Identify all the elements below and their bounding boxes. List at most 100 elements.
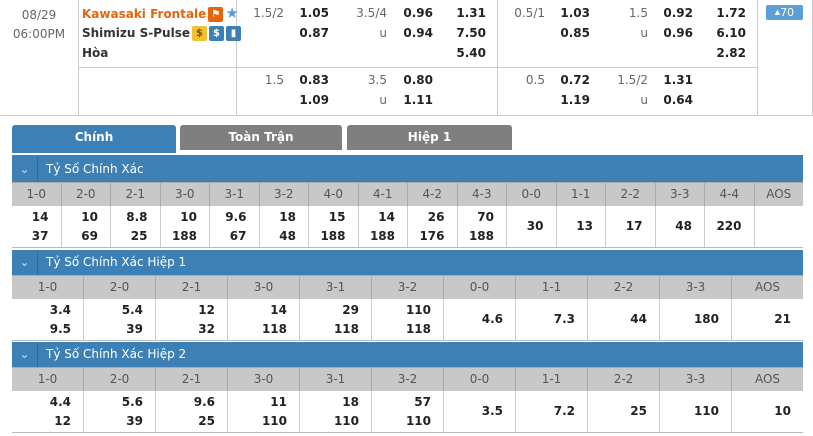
odds-value[interactable]: 18	[279, 209, 296, 224]
away-team-name[interactable]: Shimizu S-Pulse	[82, 26, 190, 40]
odds-value[interactable]: 110	[405, 413, 431, 428]
h1-hdp-home-odds[interactable]: 1.03	[560, 6, 590, 20]
tab-hiep-1[interactable]: Hiệp 1	[347, 125, 512, 150]
odds-value[interactable]: 39	[126, 413, 143, 428]
odds-cell[interactable]: 110	[660, 391, 732, 432]
odds-cell[interactable]: 25	[588, 391, 660, 432]
ft-ou-under-odds[interactable]: 0.94	[403, 26, 433, 40]
section-header[interactable]: ⌄ Tỷ Số Chính Xác Hiệp 2	[12, 342, 803, 367]
odds-value[interactable]: 12	[54, 413, 71, 428]
odds-value[interactable]: 7.2	[553, 404, 575, 418]
odds-cell[interactable]: 4.4 12	[12, 391, 84, 432]
odds-value[interactable]: 10	[180, 209, 197, 224]
odds-value[interactable]: 26	[427, 209, 445, 224]
odds-cell[interactable]: 57 110	[372, 391, 444, 432]
odds-cell[interactable]: 11 110	[228, 391, 300, 432]
live-icon[interactable]: ⚑	[208, 7, 224, 22]
odds-cell[interactable]: 26 176	[408, 206, 458, 247]
ft-alt-ou-under-odds[interactable]: 1.11	[403, 93, 433, 107]
odds-cell[interactable]: 14 118	[228, 299, 300, 340]
odds-cell[interactable]: 17	[606, 206, 656, 247]
odds-value[interactable]: 118	[261, 321, 287, 336]
odds-value[interactable]: 69	[81, 228, 98, 243]
odds-value[interactable]: 5.6	[121, 394, 143, 409]
odds-value[interactable]: 44	[630, 312, 647, 326]
tab-chinh[interactable]: Chính	[12, 125, 176, 153]
odds-cell[interactable]: 12 32	[156, 299, 228, 340]
odds-cell[interactable]: 5.6 39	[84, 391, 156, 432]
odds-value[interactable]: 25	[198, 413, 215, 428]
odds-value[interactable]: 220	[716, 219, 742, 233]
odds-value[interactable]: 3.5	[481, 404, 503, 418]
odds-cell[interactable]: 3.5	[444, 391, 516, 432]
odds-value[interactable]: 10	[774, 404, 791, 418]
ft-1x2-draw[interactable]: 5.40	[456, 46, 486, 60]
odds-cell[interactable]: 15 188	[309, 206, 359, 247]
odds-cell[interactable]: 48	[656, 206, 705, 247]
odds-cell[interactable]: 14 188	[359, 206, 408, 247]
h1-alt-hdp-away-odds[interactable]: 1.19	[560, 93, 590, 107]
odds-cell[interactable]: 180	[660, 299, 732, 340]
h1-alt-hdp-home-odds[interactable]: 0.72	[560, 73, 590, 87]
chevron-down-icon[interactable]: ⌄	[12, 157, 38, 182]
odds-cell[interactable]	[755, 206, 804, 247]
h1-1x2-away[interactable]: 6.10	[716, 26, 746, 40]
odds-value[interactable]: 57	[414, 394, 431, 409]
odds-value[interactable]: 9.5	[49, 321, 71, 336]
odds-value[interactable]: 48	[279, 228, 296, 243]
odds-cell[interactable]: 13	[557, 206, 606, 247]
odds-value[interactable]: 32	[198, 321, 215, 336]
odds-value[interactable]: 188	[468, 228, 494, 243]
odds-value[interactable]: 14	[270, 302, 287, 317]
odds-value[interactable]: 25	[130, 228, 148, 243]
odds-value[interactable]: 8.8	[126, 209, 148, 224]
odds-value[interactable]: 176	[419, 228, 445, 243]
h1-1x2-draw[interactable]: 2.82	[716, 46, 746, 60]
dollar-icon[interactable]: $	[208, 26, 224, 41]
odds-value[interactable]: 29	[342, 302, 359, 317]
odds-cell[interactable]: 9.6 67	[210, 206, 260, 247]
odds-cell[interactable]: 3.4 9.5	[12, 299, 84, 340]
h1-1x2-home[interactable]: 1.72	[716, 6, 746, 20]
section-header[interactable]: ⌄ Tỷ Số Chính Xác	[12, 157, 803, 182]
star-icon[interactable]: ★	[225, 4, 239, 22]
ft-1x2-home[interactable]: 1.31	[456, 6, 486, 20]
odds-value[interactable]: 5.4	[121, 302, 143, 317]
stats-icon[interactable]: ▮	[225, 26, 241, 41]
odds-value[interactable]: 9.6	[193, 394, 215, 409]
ft-1x2-away[interactable]: 7.50	[456, 26, 486, 40]
odds-value[interactable]: 15	[328, 209, 346, 224]
odds-cell[interactable]: 7.3	[516, 299, 588, 340]
odds-value[interactable]: 188	[369, 228, 395, 243]
odds-cell[interactable]: 18 48	[260, 206, 309, 247]
ft-alt-hdp-home-odds[interactable]: 0.83	[299, 73, 329, 87]
odds-value[interactable]: 13	[576, 219, 593, 233]
odds-value[interactable]: 9.6	[225, 209, 247, 224]
odds-cell[interactable]: 18 110	[300, 391, 372, 432]
odds-value[interactable]: 39	[126, 321, 143, 336]
odds-value[interactable]: 188	[320, 228, 346, 243]
ft-hdp-away-odds[interactable]: 0.87	[299, 26, 329, 40]
tab-toan-tran[interactable]: Toàn Trận	[180, 125, 342, 150]
chevron-down-icon[interactable]: ⌄	[12, 342, 38, 367]
h1-hdp-away-odds[interactable]: 0.85	[560, 26, 590, 40]
odds-value[interactable]: 48	[675, 219, 692, 233]
odds-cell[interactable]: 9.6 25	[156, 391, 228, 432]
home-team-name[interactable]: Kawasaki Frontale	[82, 7, 207, 21]
h1-ou-under-odds[interactable]: 0.96	[663, 26, 693, 40]
odds-value[interactable]: 67	[229, 228, 247, 243]
odds-value[interactable]: 188	[171, 228, 197, 243]
section-header[interactable]: ⌄ Tỷ Số Chính Xác Hiệp 1	[12, 250, 803, 275]
odds-value[interactable]: 11	[270, 394, 287, 409]
odds-value[interactable]: 118	[333, 321, 359, 336]
odds-value[interactable]: 110	[261, 413, 287, 428]
odds-value[interactable]: 4.6	[481, 312, 503, 326]
odds-cell[interactable]: 10 69	[62, 206, 111, 247]
odds-value[interactable]: 14	[378, 209, 395, 224]
odds-cell[interactable]: 14 37	[12, 206, 62, 247]
odds-value[interactable]: 30	[526, 219, 544, 233]
home-team[interactable]: Kawasaki Frontale ⚑ ★	[82, 3, 239, 24]
h1-alt-ou-over-odds[interactable]: 1.31	[663, 73, 693, 87]
odds-value[interactable]: 110	[333, 413, 359, 428]
odds-cell[interactable]: 8.8 25	[111, 206, 161, 247]
